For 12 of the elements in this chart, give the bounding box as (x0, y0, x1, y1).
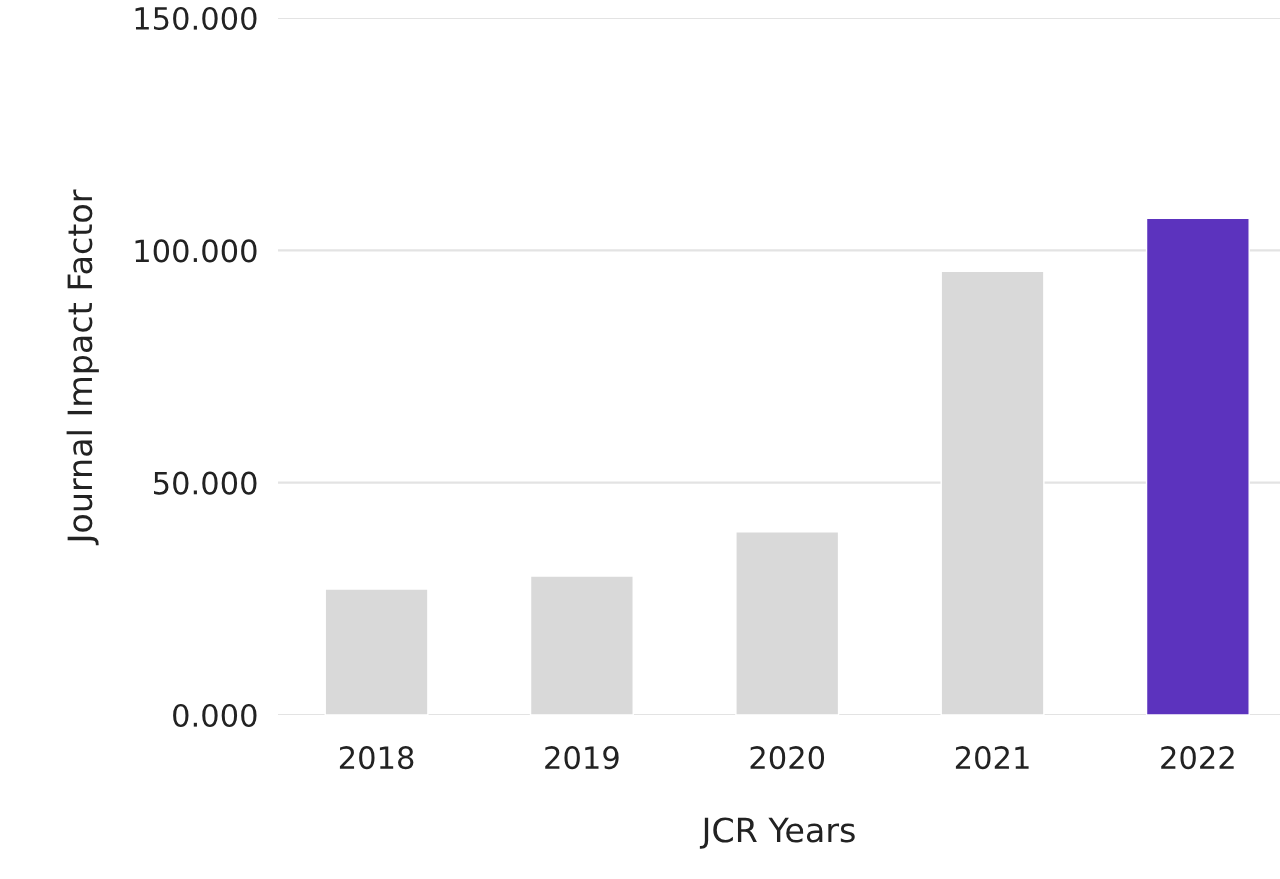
x-tick-label: 2022 (1161, 746, 1234, 770)
y-tick-label: 150.000 (135, 6, 257, 31)
x-tick-label: 2019 (545, 746, 619, 770)
y-axis-title: Journal Impact Factor (66, 189, 99, 546)
y-tick-label: 100.000 (135, 239, 257, 263)
x-tick-label: 2018 (339, 746, 414, 770)
bar (1145, 217, 1250, 715)
y-tick-label: 50.000 (154, 471, 257, 495)
x-axis-title: JCR Years (699, 817, 855, 849)
x-tick-label: 2020 (750, 746, 825, 770)
y-tick-label: 0.000 (173, 703, 257, 728)
x-tick-label: 2021 (955, 746, 1029, 770)
